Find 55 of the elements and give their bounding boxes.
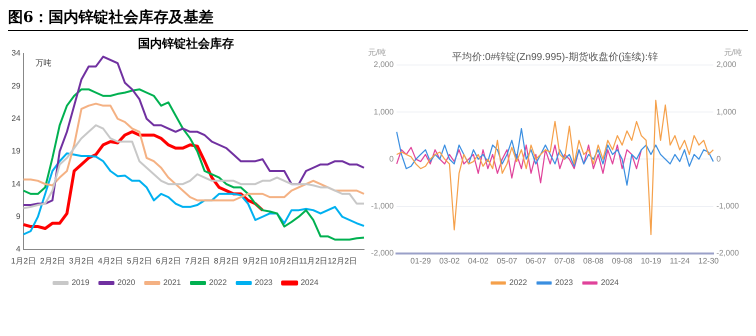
legend-label: 2024 [600,278,620,288]
y-tick-label: 14 [12,179,21,188]
y-tick-label: 2,000 [374,60,394,70]
legend-label: 2021 [163,278,182,288]
y-tick-label: 24 [12,114,21,123]
legend-label: 2023 [254,278,274,288]
x-tick-label: 10-19 [640,256,662,266]
x-tick-label: 6月2日 [156,256,181,266]
legend-label: 2022 [209,278,228,288]
y-tick-label: 29 [12,81,21,90]
y-tick-label: 4 [16,244,21,254]
y2-axis-title: 元/吨 [724,48,742,58]
legend-label: 2023 [555,278,574,288]
chart-subtitle: 平均价:0#锌锭(Zn99.995)-期货收盘价(连续):锌 [452,50,658,63]
y2-tick-label: 1,000 [716,107,737,116]
x-tick-label: 06-07 [526,256,547,266]
y-tick-label: 34 [12,48,21,58]
y-axis-title: 万吨 [35,58,52,68]
x-tick-label: 3月2日 [68,256,94,266]
x-tick-label: 07-08 [554,256,576,266]
y-tick-label: -2,000 [370,248,394,258]
y2-tick-label: -2,000 [716,248,740,258]
x-tick-label: 01-29 [410,256,432,266]
x-tick-label: 8月2日 [214,256,239,266]
legend-label: 2022 [509,278,528,288]
x-tick-label: 03-02 [439,256,460,266]
x-tick-label: 2月2日 [40,256,65,266]
chart-subtitle: 国内锌锭社会库存 [138,36,234,51]
x-tick-label: 7月2日 [184,256,210,266]
x-tick-label: 04-02 [468,256,490,266]
legend-label: 2024 [300,278,319,288]
y2-tick-label: -1,000 [716,202,740,211]
y-tick-label: 1,000 [374,107,394,116]
x-tick-label: 10月2日 [270,256,299,266]
x-tick-label: 08-08 [583,256,604,266]
y-tick-label: -1,000 [370,202,394,211]
x-tick-label: 9月2日 [242,256,268,266]
x-tick-label: 12月2日 [328,256,357,266]
y2-tick-label: 0 [716,154,722,164]
x-tick-label: 5月2日 [126,256,152,266]
y-axis-title: 元/吨 [368,48,386,58]
chart-title: 图6：国内锌锭社会库存及基差 [8,8,748,31]
y2-tick-label: 2,000 [716,60,737,70]
x-tick-label: 11月2日 [298,256,328,266]
y-tick-label: 19 [12,146,21,156]
x-tick-label: 11-24 [670,256,690,266]
legend-label: 2020 [117,278,136,288]
x-tick-label: 1月2日 [10,256,36,266]
y-tick-label: 9 [16,212,21,221]
legend-label: 2019 [72,278,90,288]
x-tick-label: 05-07 [496,256,518,266]
x-tick-label: 12-30 [698,256,720,266]
x-tick-label: 09-08 [612,256,633,266]
y-tick-label: 0 [389,154,394,164]
x-tick-label: 4月2日 [98,256,123,266]
